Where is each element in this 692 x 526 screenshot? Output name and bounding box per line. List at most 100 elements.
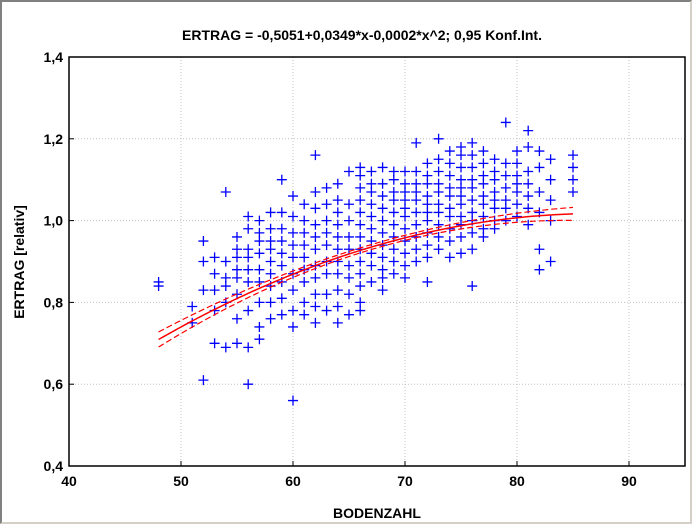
data-point — [232, 289, 242, 300]
data-point — [232, 231, 242, 242]
data-point — [276, 174, 287, 185]
data-point — [198, 256, 209, 267]
data-point — [512, 199, 522, 210]
x-tick-label: 80 — [509, 473, 525, 489]
data-point — [332, 195, 343, 206]
data-point — [332, 285, 343, 296]
data-point — [220, 186, 231, 197]
data-point — [512, 170, 522, 181]
data-point — [545, 195, 556, 206]
data-point — [243, 342, 254, 353]
data-point — [478, 158, 489, 169]
data-point — [467, 137, 478, 148]
x-tick-labels: 40 50 60 70 80 90 — [61, 473, 637, 489]
x-tick-label: 70 — [397, 473, 413, 489]
data-point — [232, 338, 242, 349]
data-point — [433, 231, 444, 242]
data-point — [377, 264, 388, 275]
data-point — [500, 170, 511, 181]
data-point — [310, 301, 321, 312]
data-point — [500, 182, 511, 193]
grid — [69, 57, 685, 466]
data-point — [254, 227, 265, 238]
data-point — [243, 379, 254, 390]
data-point — [332, 244, 343, 255]
data-point — [344, 231, 354, 242]
data-point — [400, 248, 410, 259]
data-point — [523, 166, 534, 177]
data-point — [411, 166, 422, 177]
data-point — [400, 178, 410, 189]
data-point — [344, 215, 354, 226]
data-point — [310, 244, 321, 255]
confidence-band-lower — [158, 219, 574, 348]
data-point — [512, 146, 522, 157]
data-point — [321, 215, 332, 226]
plot-area-border — [68, 56, 686, 467]
data-point — [276, 293, 287, 304]
data-point — [243, 223, 254, 234]
data-point — [388, 256, 399, 267]
data-point — [500, 158, 511, 169]
data-point — [288, 227, 298, 238]
data-point — [220, 256, 231, 267]
data-point — [198, 236, 209, 247]
data-point — [500, 117, 511, 128]
data-point — [377, 285, 388, 296]
data-point — [321, 240, 332, 251]
data-point — [288, 321, 298, 332]
data-point — [444, 252, 455, 263]
data-point — [433, 219, 444, 230]
data-point — [355, 231, 366, 242]
x-axis-title: BODENZAHL — [333, 505, 421, 521]
data-point — [545, 174, 556, 185]
confidence-band-upper — [158, 206, 574, 333]
data-point — [310, 272, 321, 283]
data-point — [332, 207, 343, 218]
data-point — [344, 199, 354, 210]
data-point — [355, 207, 366, 218]
data-point — [332, 301, 343, 312]
data-point — [254, 334, 265, 345]
data-point — [276, 223, 287, 234]
data-point — [545, 154, 556, 165]
data-point — [377, 203, 388, 214]
data-point — [232, 264, 242, 275]
data-point — [523, 125, 534, 136]
data-point — [254, 264, 265, 275]
data-point — [232, 313, 242, 324]
data-point — [288, 252, 298, 263]
data-point — [366, 276, 377, 287]
data-point — [568, 174, 578, 185]
data-point — [299, 309, 310, 320]
y-tick-label: 1,4 — [44, 49, 64, 65]
data-point — [209, 252, 220, 263]
data-point — [388, 166, 399, 177]
data-point — [355, 219, 366, 230]
data-point — [545, 256, 556, 267]
chart-title: ERTRAG = -0,5051+0,0349*x-0,0002*x^2; 0,… — [182, 27, 542, 43]
data-point — [467, 207, 478, 218]
data-point — [344, 309, 354, 320]
data-point — [433, 244, 444, 255]
data-point — [232, 244, 242, 255]
data-point — [344, 260, 354, 271]
data-point — [478, 170, 489, 181]
data-point — [467, 227, 478, 238]
data-point — [310, 231, 321, 242]
data-point — [355, 297, 366, 308]
data-point — [254, 248, 265, 259]
data-point — [254, 297, 265, 308]
data-point — [265, 268, 276, 279]
data-point — [422, 276, 433, 287]
data-point — [444, 182, 455, 193]
data-point — [433, 178, 444, 189]
data-point — [254, 215, 265, 226]
data-point — [523, 178, 534, 189]
data-point — [467, 195, 478, 206]
y-tick-label: 0,4 — [44, 458, 64, 474]
data-point — [243, 264, 254, 275]
data-point — [344, 289, 354, 300]
x-tick-label: 50 — [173, 473, 189, 489]
